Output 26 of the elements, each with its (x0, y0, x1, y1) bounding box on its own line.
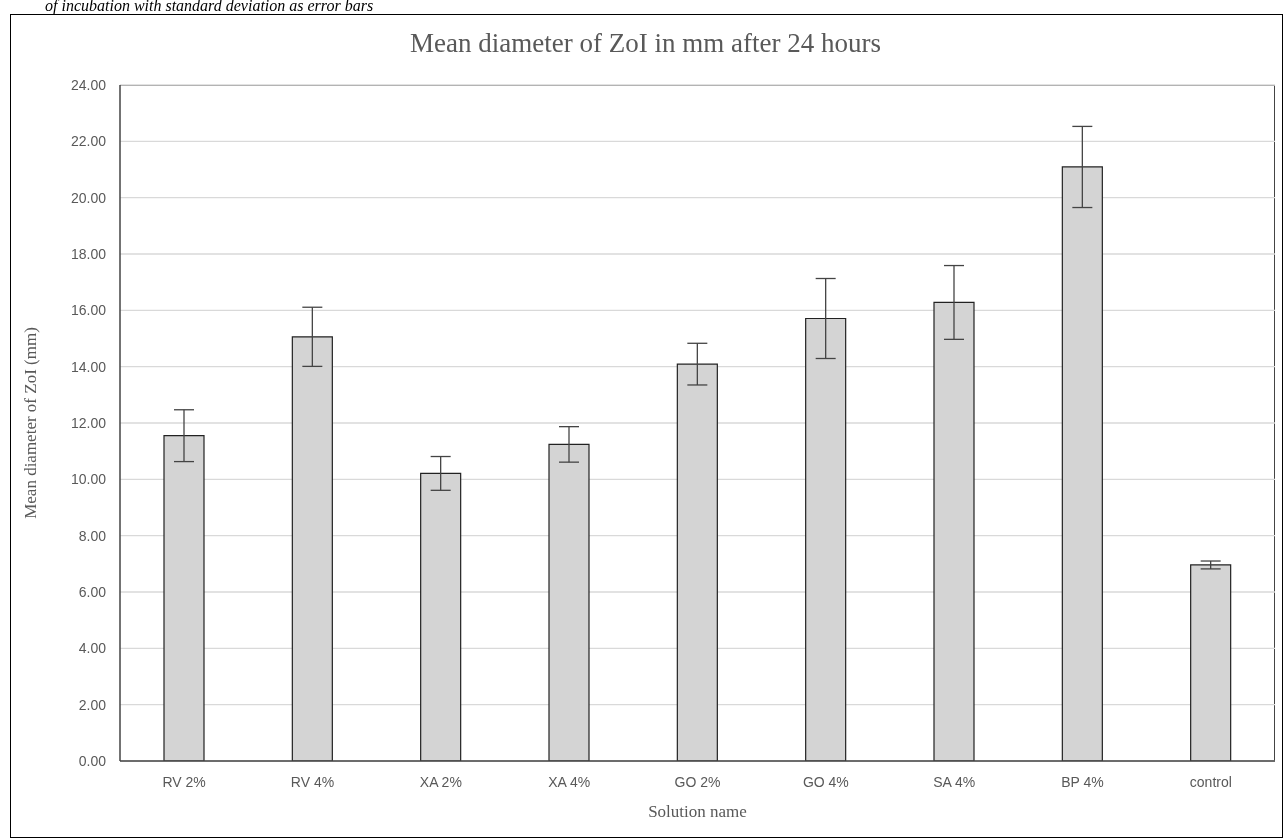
y-tick-label: 8.00 (78, 527, 107, 544)
y-tick-label: 12.00 (70, 414, 107, 431)
y-tick-label: 2.00 (78, 696, 107, 713)
y-axis-title: Mean diameter of ZoI (mm) (21, 327, 41, 519)
y-tick-label: 0.00 (78, 752, 107, 769)
y-tick-label: 16.00 (70, 302, 107, 319)
x-tick-label: XA 2% (419, 773, 462, 790)
x-tick-label: GO 4% (802, 773, 849, 790)
y-tick-label: 24.00 (70, 76, 107, 93)
y-tick-label: 22.00 (70, 133, 107, 150)
y-tick-label: 20.00 (70, 189, 107, 206)
y-tick-label: 14.00 (70, 358, 107, 375)
chart-title: Mean diameter of ZoI in mm after 24 hours (409, 28, 882, 59)
x-tick-label: GO 2% (674, 773, 721, 790)
x-axis-title: Solution name (648, 802, 747, 821)
x-tick-label: SA 4% (933, 773, 976, 790)
x-tick-label: RV 2% (162, 773, 206, 790)
y-tick-label: 6.00 (78, 583, 107, 600)
y-tick-label: 10.00 (70, 471, 107, 488)
x-tick-label: RV 4% (290, 773, 335, 790)
text: of incubation with standard deviation as error bars (45, 0, 374, 15)
y-tick-label: 4.00 (78, 640, 107, 657)
x-tick-label: control (1189, 773, 1232, 790)
x-tick-label: XA 4% (548, 773, 591, 790)
y-tick-label: 18.00 (70, 245, 107, 262)
x-tick-label: BP 4% (1061, 773, 1104, 790)
